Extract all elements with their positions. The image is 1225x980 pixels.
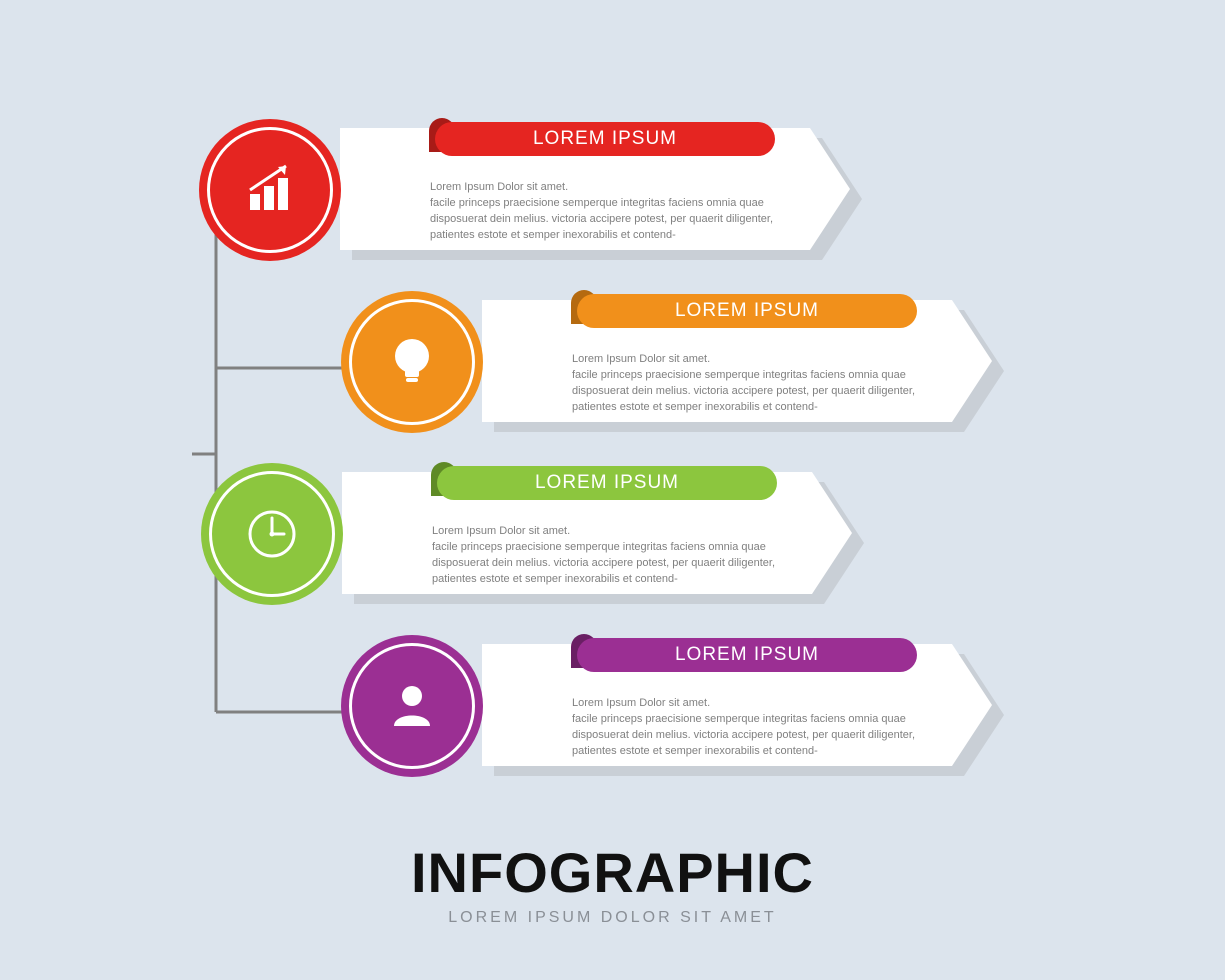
circle-user: [341, 635, 483, 777]
panel-rest-text: facile princeps praecisione semperque in…: [430, 197, 773, 241]
heading-text: LOREM IPSUM: [533, 128, 677, 150]
infographic-stage: Lorem Ipsum Dolor sit amet.facile prince…: [0, 0, 1225, 980]
circle-ring: [207, 127, 333, 253]
panel-rest-text: facile princeps praecisione semperque in…: [572, 713, 915, 757]
footer-title: INFOGRAPHIC: [0, 840, 1225, 905]
panel-rest-text: facile princeps praecisione semperque in…: [432, 541, 775, 585]
panel-lead-text: Lorem Ipsum Dolor sit amet.: [432, 524, 797, 540]
panel-body-text: Lorem Ipsum Dolor sit amet.facile prince…: [430, 180, 795, 244]
circle-growth: [199, 119, 341, 261]
heading-text: LOREM IPSUM: [535, 472, 679, 494]
circle-time: [201, 463, 343, 605]
heading-pill: LOREM IPSUM: [577, 294, 917, 328]
panel-lead-text: Lorem Ipsum Dolor sit amet.: [572, 352, 937, 368]
circle-ring: [349, 643, 475, 769]
heading-pill: LOREM IPSUM: [577, 638, 917, 672]
circle-idea: [341, 291, 483, 433]
panel-rest-text: facile princeps praecisione semperque in…: [572, 369, 915, 413]
circle-ring: [209, 471, 335, 597]
footer: INFOGRAPHIC LOREM IPSUM DOLOR SIT AMET: [0, 840, 1225, 927]
circle-ring: [349, 299, 475, 425]
panel-lead-text: Lorem Ipsum Dolor sit amet.: [572, 696, 937, 712]
heading-text: LOREM IPSUM: [675, 644, 819, 666]
panel-body-text: Lorem Ipsum Dolor sit amet.facile prince…: [572, 696, 937, 760]
heading-pill: LOREM IPSUM: [435, 122, 775, 156]
panel-body-text: Lorem Ipsum Dolor sit amet.facile prince…: [432, 524, 797, 588]
panel-lead-text: Lorem Ipsum Dolor sit amet.: [430, 180, 795, 196]
panel-body-text: Lorem Ipsum Dolor sit amet.facile prince…: [572, 352, 937, 416]
heading-pill: LOREM IPSUM: [437, 466, 777, 500]
footer-subtitle: LOREM IPSUM DOLOR SIT AMET: [0, 909, 1225, 927]
heading-text: LOREM IPSUM: [675, 300, 819, 322]
